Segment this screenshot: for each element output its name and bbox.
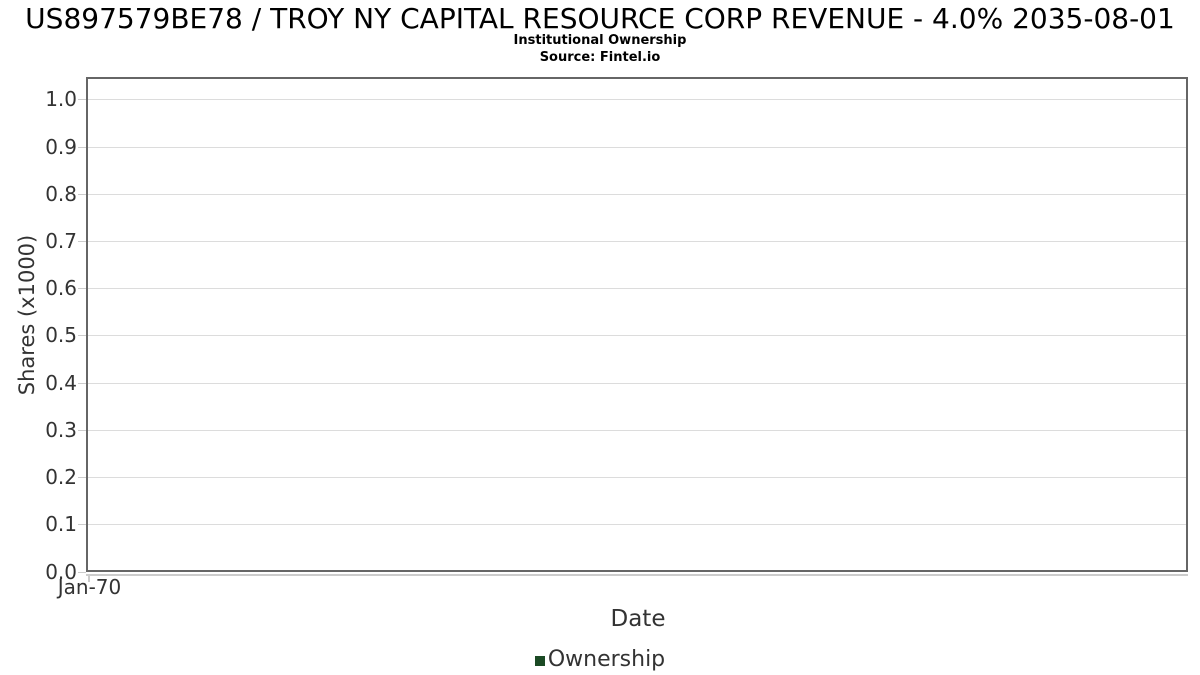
gridline	[88, 524, 1186, 526]
legend-item-label: Ownership	[547, 647, 666, 672]
y-tick-label: 0.2	[45, 465, 77, 490]
y-tick-label: 0.6	[45, 276, 77, 301]
gridline	[88, 429, 1186, 431]
y-tick-label: 0.1	[45, 512, 77, 537]
chart-title: US897579BE78 / TROY NY CAPITAL RESOURCE …	[25, 2, 1175, 35]
plot-area	[86, 77, 1188, 572]
chart-subtitle: Institutional Ownership	[513, 33, 687, 48]
y-tick-label: 0.3	[45, 417, 77, 442]
gridline	[88, 99, 1186, 101]
x-axis-line	[86, 574, 1188, 576]
y-tick-label: 0.4	[45, 370, 77, 395]
y-tick-mark	[78, 193, 86, 195]
chart-source-caption: Source: Fintel.io	[539, 50, 661, 65]
gridline	[88, 288, 1186, 290]
y-tick-mark	[78, 477, 86, 479]
y-tick-label: 0.0	[45, 559, 77, 584]
x-tick-label: Jan-70	[57, 575, 122, 599]
legend: Ownership	[0, 646, 1200, 674]
x-tick-mark	[88, 576, 90, 582]
y-tick-label: 0.5	[45, 323, 77, 348]
y-tick-mark	[78, 429, 86, 431]
y-tick-mark	[78, 524, 86, 526]
y-tick-mark	[78, 146, 86, 148]
gridline	[88, 382, 1186, 384]
y-tick-mark	[78, 240, 86, 242]
gridline	[88, 477, 1186, 479]
y-tick-mark	[78, 382, 86, 384]
y-tick-mark	[78, 571, 86, 573]
y-tick-mark	[78, 99, 86, 101]
y-tick-mark	[78, 288, 86, 290]
x-axis-title: Date	[610, 606, 666, 632]
y-tick-label: 0.7	[45, 228, 77, 253]
gridline	[88, 335, 1186, 337]
legend-marker-square	[534, 656, 545, 666]
legend-item-ownership[interactable]: Ownership	[534, 647, 666, 673]
gridline	[88, 193, 1186, 195]
y-tick-mark	[78, 335, 86, 337]
y-tick-label: 1.0	[45, 87, 77, 112]
gridline	[88, 146, 1186, 148]
gridline	[88, 240, 1186, 242]
y-tick-label: 0.8	[45, 181, 77, 206]
y-tick-label: 0.9	[45, 134, 77, 159]
